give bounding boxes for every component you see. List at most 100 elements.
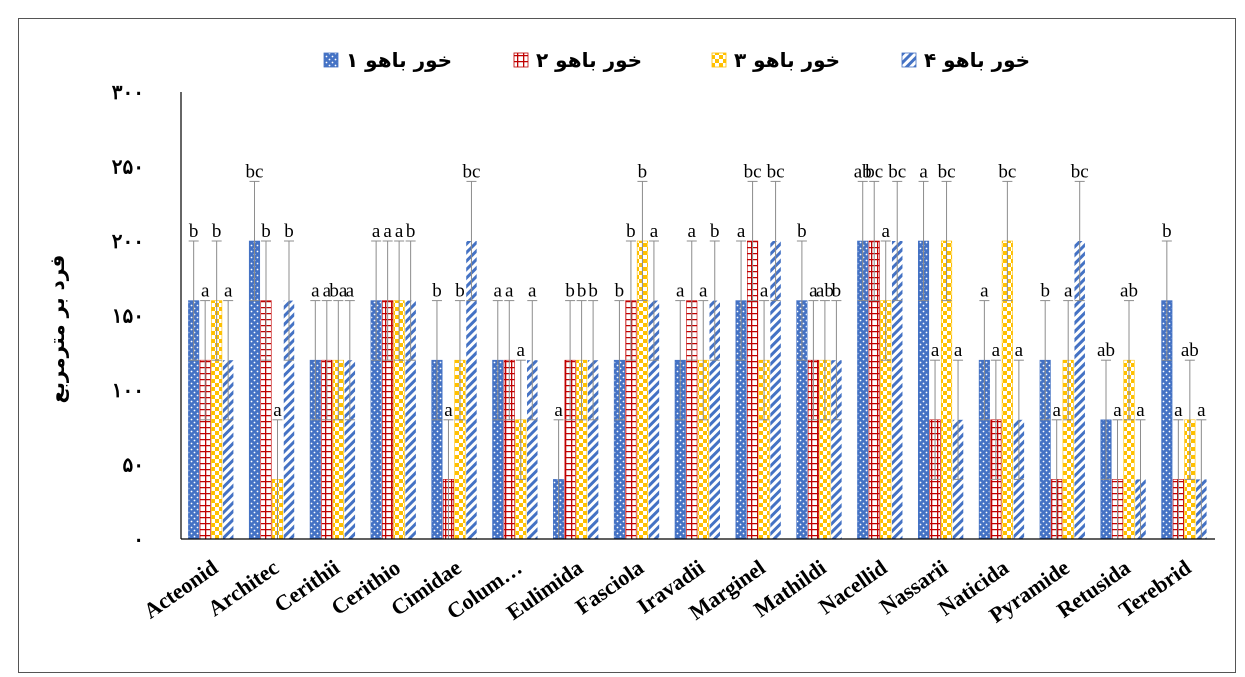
x-tick-label: Acteonid <box>139 555 222 624</box>
significance-label: a <box>688 221 697 242</box>
significance-label: a <box>372 221 381 242</box>
significance-label: b <box>284 221 294 242</box>
legend-swatch <box>513 52 529 68</box>
significance-label: b <box>455 281 465 302</box>
bar <box>1074 241 1085 539</box>
significance-label: ab <box>1097 340 1115 361</box>
significance-label: b <box>626 221 636 242</box>
significance-label: a <box>1197 400 1206 421</box>
significance-label: bc <box>865 161 883 182</box>
bar <box>466 241 477 539</box>
bar <box>770 241 781 539</box>
significance-label: b <box>212 221 222 242</box>
x-axis: ActeonidArchitecCerithiiCerithioCimidaeC… <box>139 538 1215 628</box>
significance-label: a <box>273 400 282 421</box>
significance-label: a <box>383 221 392 242</box>
y-tick-label: ۱۰۰ <box>112 378 144 402</box>
y-tick-label: ۰ <box>133 527 144 551</box>
legend-swatch <box>901 52 917 68</box>
significance-label: b <box>797 221 807 242</box>
significance-label: b <box>832 281 842 302</box>
significance-label: a <box>1015 340 1024 361</box>
y-tick-label: ۱۵۰ <box>112 304 144 328</box>
significance-label: a <box>528 281 537 302</box>
legend-swatch <box>323 52 339 68</box>
significance-label: a <box>676 281 685 302</box>
significance-label: a <box>1174 400 1183 421</box>
significance-label: a <box>554 400 563 421</box>
chart-frame: ۰ ۵۰ ۱۰۰ ۱۵۰ ۲۰۰ ۲۵۰ ۳۰۰ b bc a a b a a b a a b ab a a b ab b a… <box>18 18 1236 673</box>
significance-label: b <box>1162 221 1172 242</box>
significance-label: b <box>189 221 199 242</box>
significance-label: ab <box>816 281 834 302</box>
significance-label: b <box>710 221 720 242</box>
y-axis: ۰ ۵۰ ۱۰۰ ۱۵۰ ۲۰۰ ۲۵۰ ۳۰۰ <box>112 80 182 551</box>
significance-label: a <box>919 161 928 182</box>
significance-label: a <box>650 221 659 242</box>
legend-entry: خور باهو ۲ <box>536 48 642 72</box>
significance-label: a <box>517 340 526 361</box>
error-bars <box>188 180 1207 540</box>
legend: خور باهو ۱ خور باهو ۲ خور باهو ۳ خور باهو ۴ <box>323 48 1030 72</box>
significance-label: bc <box>744 161 762 182</box>
significance-label: a <box>760 281 769 302</box>
significance-label: a <box>494 281 503 302</box>
significance-label: a <box>346 281 355 302</box>
bar <box>527 360 538 539</box>
significance-label: bc <box>998 161 1016 182</box>
significance-label: b <box>638 161 648 182</box>
significance-label: a <box>737 221 746 242</box>
significance-label: a <box>323 281 332 302</box>
bar <box>405 300 416 539</box>
y-axis-label: فرد بر مترمربع <box>45 255 69 404</box>
significance-label: b <box>406 221 416 242</box>
significance-label: b <box>432 281 442 302</box>
y-tick-label: ۲۵۰ <box>112 155 144 179</box>
significance-label: bc <box>462 161 480 182</box>
x-tick-label: Nacellid <box>814 555 891 620</box>
significance-label: b <box>588 281 598 302</box>
y-tick-label: ۲۰۰ <box>112 229 144 253</box>
significance-label: b <box>577 281 587 302</box>
bar <box>831 360 842 539</box>
significance-label: b <box>615 281 625 302</box>
significance-label: a <box>1136 400 1145 421</box>
significance-label: bc <box>767 161 785 182</box>
significance-label: b <box>565 281 575 302</box>
significance-label: a <box>505 281 514 302</box>
significance-label: a <box>882 221 891 242</box>
significance-label: a <box>201 281 210 302</box>
significance-label: a <box>699 281 708 302</box>
significance-label: bc <box>938 161 956 182</box>
significance-label: ab <box>1181 340 1199 361</box>
legend-entry: خور باهو ۱ <box>346 48 452 72</box>
significance-label: a <box>444 400 453 421</box>
significance-label: bc <box>1071 161 1089 182</box>
significance-label: a <box>980 281 989 302</box>
significance-label: bc <box>888 161 906 182</box>
significance-label: a <box>1113 400 1122 421</box>
significance-label: bc <box>246 161 264 182</box>
significance-label: a <box>809 281 818 302</box>
significance-label: a <box>992 340 1001 361</box>
significance-label: ba <box>329 281 348 302</box>
bar <box>283 300 295 539</box>
significance-label: a <box>395 221 404 242</box>
significance-label: a <box>931 340 940 361</box>
significance-label: ab <box>854 161 872 182</box>
bar <box>648 300 660 539</box>
significance-label: a <box>1052 400 1061 421</box>
bar <box>344 360 356 539</box>
bar <box>587 360 599 539</box>
significance-label: ab <box>1120 281 1138 302</box>
y-tick-label: ۳۰۰ <box>112 80 144 104</box>
significance-label: a <box>224 281 233 302</box>
significance-label: a <box>954 340 963 361</box>
x-tick-label: Fasciola <box>571 555 648 620</box>
bar <box>222 360 234 539</box>
significance-label: a <box>311 281 320 302</box>
significance-label: b <box>261 221 271 242</box>
legend-swatch <box>711 52 727 68</box>
